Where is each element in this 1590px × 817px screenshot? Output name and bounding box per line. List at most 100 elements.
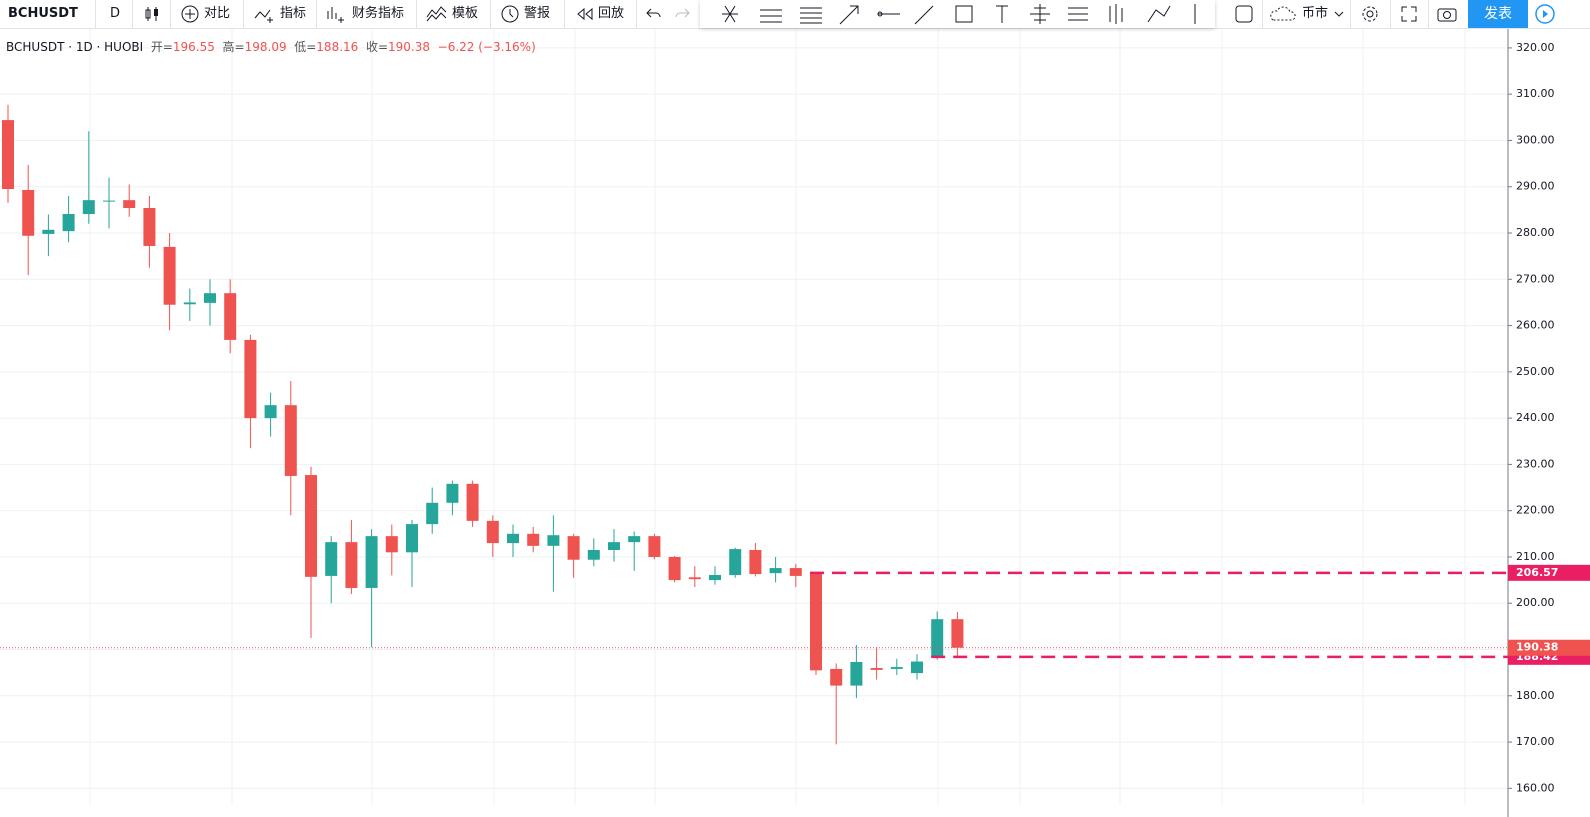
y-tick-label: 220.00 xyxy=(1516,504,1555,517)
candle-body xyxy=(628,536,641,543)
play-button[interactable] xyxy=(1534,0,1556,28)
separator xyxy=(243,0,244,28)
undo-button[interactable] xyxy=(646,0,662,28)
indicators-label: 指标 xyxy=(280,6,307,21)
candle-body xyxy=(729,549,742,576)
candle-body xyxy=(850,662,863,686)
currency-button[interactable]: 币市 xyxy=(1270,0,1346,28)
candle-body xyxy=(224,293,237,340)
drawing-toolbar xyxy=(700,0,1215,28)
price-marker xyxy=(1508,639,1590,656)
separator xyxy=(636,0,637,28)
high-value: 198.09 xyxy=(244,40,287,54)
y-tick-label: 290.00 xyxy=(1516,180,1555,193)
close-label: 收= xyxy=(365,40,388,54)
candle-body xyxy=(284,405,297,476)
candle-body xyxy=(62,214,75,232)
change-value: −6.22 (−3.16%) xyxy=(437,40,536,54)
candle-body xyxy=(365,536,378,588)
candle-body xyxy=(385,536,398,553)
y-tick-label: 230.00 xyxy=(1516,457,1555,470)
y-tick-label: 250.00 xyxy=(1516,365,1555,378)
candle-body xyxy=(143,208,156,246)
separator xyxy=(490,0,491,28)
alert-label: 警报 xyxy=(524,6,551,21)
chart-legend: BCHUSDT · 1D · HUOBI 开=196.55 高=198.09 低… xyxy=(6,38,536,55)
y-tick-label: 160.00 xyxy=(1516,781,1555,794)
separator xyxy=(1350,0,1351,28)
y-tick-label: 280.00 xyxy=(1516,226,1555,239)
compare-label: 对比 xyxy=(204,6,231,21)
compare-button[interactable]: 对比 xyxy=(180,0,230,28)
open-label: 开= xyxy=(150,40,173,54)
separator xyxy=(170,0,171,28)
shape-button[interactable] xyxy=(1234,0,1254,28)
candle-body xyxy=(325,542,338,576)
candle-body xyxy=(406,524,418,553)
candle-body xyxy=(688,577,701,580)
candle-body xyxy=(668,556,681,581)
separator xyxy=(564,0,565,28)
interval-button[interactable]: D xyxy=(110,6,121,21)
low-value: 188.16 xyxy=(316,40,359,54)
y-tick-label: 180.00 xyxy=(1516,689,1555,702)
chart-style-button[interactable] xyxy=(144,0,160,28)
y-tick-label: 310.00 xyxy=(1516,87,1555,100)
candle-body xyxy=(183,302,196,305)
drawing-tools[interactable] xyxy=(700,0,1215,28)
currency-label: 币市 xyxy=(1302,6,1329,21)
candle-body xyxy=(911,661,923,674)
candle-body xyxy=(830,668,843,686)
candle-body xyxy=(163,246,176,305)
financials-label: 财务指标 xyxy=(352,6,405,21)
candle-body xyxy=(123,200,136,209)
fullscreen-button[interactable] xyxy=(1400,0,1418,28)
symbol-button[interactable]: BCHUSDT xyxy=(8,6,78,21)
candle-body xyxy=(345,542,358,588)
candle-body xyxy=(103,200,115,202)
candle-body xyxy=(466,483,479,521)
candle-body xyxy=(769,568,782,574)
y-tick-label: 320.00 xyxy=(1516,41,1555,54)
price-marker-label: 190.38 xyxy=(1516,641,1558,654)
candle-body xyxy=(22,189,35,236)
candle-body xyxy=(567,536,580,560)
snapshot-button[interactable] xyxy=(1436,0,1458,28)
candle-body xyxy=(587,550,600,560)
redo-button[interactable] xyxy=(674,0,690,28)
replay-button[interactable]: 回放 xyxy=(576,0,624,28)
separator xyxy=(1390,0,1391,28)
candle-body xyxy=(648,536,661,557)
separator xyxy=(416,0,417,28)
legend-symbol: BCHUSDT · 1D · HUOBI xyxy=(6,40,144,54)
candle-body xyxy=(486,520,499,544)
candle-body xyxy=(951,619,964,648)
candle-body xyxy=(870,668,883,670)
price-marker xyxy=(1508,564,1590,581)
toolbar: BCHUSDT D 对比 指标 财务指标 模板 警报 回放 币市 发表 xyxy=(0,0,1590,29)
candle-body xyxy=(305,475,317,577)
separator xyxy=(95,0,96,28)
templates-label: 模板 xyxy=(452,6,479,21)
high-label: 高= xyxy=(222,40,245,54)
indicators-button[interactable]: 指标 xyxy=(254,0,306,28)
candle-body xyxy=(931,619,944,657)
price-marker-label: 206.57 xyxy=(1516,566,1558,579)
candle-body xyxy=(608,542,620,551)
templates-button[interactable]: 模板 xyxy=(426,0,478,28)
candle-body xyxy=(264,405,277,419)
y-tick-label: 240.00 xyxy=(1516,411,1555,424)
alert-button[interactable]: 警报 xyxy=(500,0,550,28)
candle-body xyxy=(507,533,519,544)
publish-button[interactable]: 发表 xyxy=(1468,0,1528,28)
replay-label: 回放 xyxy=(598,6,625,21)
financials-button[interactable]: 财务指标 xyxy=(326,0,404,28)
settings-button[interactable] xyxy=(1360,0,1380,28)
y-tick-label: 170.00 xyxy=(1516,735,1555,748)
y-tick-label: 260.00 xyxy=(1516,319,1555,332)
candle-body xyxy=(527,533,540,546)
candle-body xyxy=(789,568,802,576)
close-value: 190.38 xyxy=(388,40,430,54)
